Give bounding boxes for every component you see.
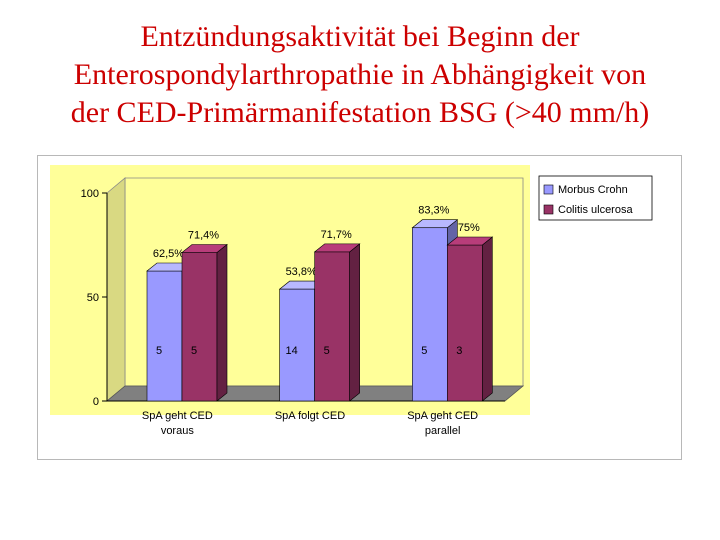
count-label: 5 [324,345,330,357]
x-tick-label: SpA folgt CED [275,410,345,422]
bar [181,252,218,402]
bar [146,270,183,402]
bar-top [446,236,494,246]
data-label: 53,8% [286,266,317,278]
legend-swatch [543,184,554,195]
data-label: 75% [458,222,480,234]
y-tick-label: 50 [87,292,99,304]
title-line-2: Enterospondylarthropathie in Abhängigkei… [73,58,647,91]
bar [279,288,315,402]
data-label: 71,7% [321,229,352,241]
count-label: 5 [421,345,427,357]
legend-box [538,175,653,221]
chart-side-wall [106,177,126,402]
legend-label: Colitis ulcerosa [558,204,633,216]
bar-side [216,243,228,402]
bar [314,251,350,402]
count-label: 5 [156,345,162,357]
x-tick-label: SpA geht CED [142,410,213,422]
bar-top [181,244,228,253]
bar [412,227,448,402]
count-label: 14 [286,345,298,357]
y-tick-label: 100 [81,188,99,200]
bar-side [482,236,493,402]
x-tick-label: SpA geht CED [407,410,478,422]
slide-title: Entzündungsaktivität bei Beginn der Ente… [0,18,720,132]
count-label: 5 [191,345,197,357]
data-label: 83,3% [418,205,449,217]
count-label: 3 [456,345,462,357]
data-label: 62,5% [153,248,184,260]
y-tick-label: 0 [93,396,99,408]
bar [447,244,483,402]
title-line-1: Entzündungsaktivität bei Beginn der [140,20,580,53]
legend-label: Morbus Crohn [558,184,628,196]
legend-swatch [543,204,554,215]
bar-side [349,243,360,402]
bar-top [411,219,459,229]
bar-top [313,243,361,253]
data-label: 71,4% [188,229,219,241]
bar-chart: 0 50 100 62,5% 5 71,4% 5 SpA geht CED voraus 53,8… [50,165,653,437]
x-tick-label: voraus [161,425,195,437]
title-line-3: der CED-Primärmanifestation BSG (>40 mm/… [70,96,650,129]
x-tick-label: parallel [425,425,460,437]
